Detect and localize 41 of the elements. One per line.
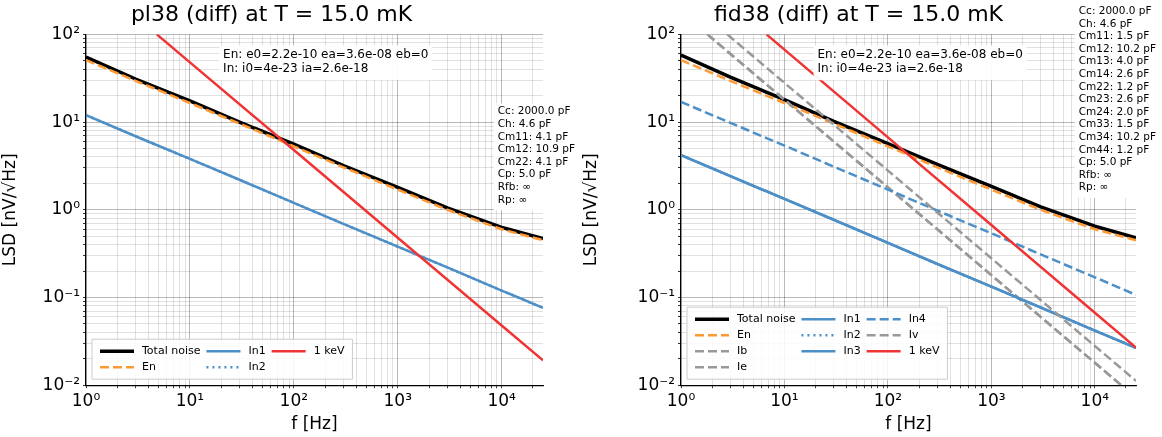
annotation: En: e0=2.2e-10 ea=3.6e-08 eb=0 In: i0=4e-23 ia=2.6e-18 <box>223 46 429 75</box>
legend-label: Total noise <box>736 312 796 326</box>
legend-label: Ie <box>737 360 748 374</box>
y-tick-label: 10⁰ <box>51 198 81 219</box>
x-tick-label: 10³ <box>977 389 1006 410</box>
x-tick-label: 10² <box>873 389 903 410</box>
chart-title: pl38 (diff) at T = 15.0 mK <box>130 0 413 26</box>
legend-label: In3 <box>843 344 861 358</box>
x-axis-title: f [Hz] <box>885 413 932 434</box>
x-axis-title: f [Hz] <box>291 413 338 434</box>
legend-label: En <box>142 360 156 374</box>
y-axis-title: LSD [nV/√Hz] <box>0 153 19 267</box>
x-tick-label: 10⁴ <box>1080 389 1110 410</box>
legend-label: Ib <box>737 344 748 358</box>
y-tick-label: 10¹ <box>646 110 675 131</box>
x-tick-label: 10³ <box>383 389 412 410</box>
x-tick-label: 10¹ <box>770 389 799 410</box>
y-tick-label: 10⁻¹ <box>42 285 80 306</box>
legend-label: En <box>737 328 751 342</box>
y-tick-label: 10⁰ <box>646 198 676 219</box>
x-tick-label: 10⁴ <box>487 389 517 410</box>
legend-label: In1 <box>248 344 266 358</box>
legend-label: Total noise <box>141 344 201 358</box>
y-tick-label: 10² <box>51 22 80 43</box>
y-tick-label: 10² <box>646 22 675 43</box>
chart-title: fid38 (diff) at T = 15.0 mK <box>714 0 1004 26</box>
legend-label: In2 <box>248 360 266 374</box>
y-axis-title: LSD [nV/√Hz] <box>579 153 600 267</box>
legend-label: 1 keV <box>313 344 345 358</box>
x-tick-label: 10¹ <box>175 389 205 410</box>
y-tick-label: 10⁻¹ <box>637 285 675 306</box>
legend-label: 1 keV <box>908 344 940 358</box>
legend-label: Iv <box>908 328 919 342</box>
annotation: En: e0=2.2e-10 ea=3.6e-08 eb=0 In: i0=4e-23 ia=2.6e-18 <box>817 46 1023 75</box>
legend-label: In2 <box>843 328 861 342</box>
legend-label: In4 <box>908 312 926 326</box>
legend-label: In1 <box>843 312 861 326</box>
text: Cc: 2000.0 pF Ch: 4.6 pF Cm11: 1.5 pF Cm12: 10.2 pF Cm13: 4.0 pF Cm14: 2.6 pF Cm22: 1.2 pF Cm23: 2.6 pF Cm24: 2.0 pF Cm33: 1.5 pF Cm34: 10.2 pF Cm44: 1.2 pF Cp: 5.0 pF Rfb: ∞ Rp: ∞ <box>1078 3 1156 193</box>
y-tick-label: 10¹ <box>51 110 80 131</box>
x-tick-label: 10² <box>279 389 309 410</box>
annotation: Cc: 2000.0 pF Ch: 4.6 pF Cm11: 4.1 pF Cm12: 10.9 pF Cm22: 4.1 pF Cp: 5.0 pF Rfb: ∞ Rp: ∞ <box>497 104 575 205</box>
